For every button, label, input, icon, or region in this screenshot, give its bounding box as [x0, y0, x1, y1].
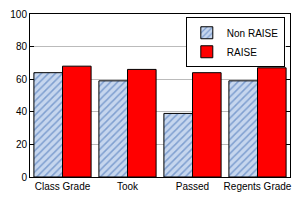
svg-text:100: 100 — [10, 9, 27, 20]
svg-text:Class Grade: Class Grade — [35, 181, 91, 192]
svg-text:Regents Grade: Regents Grade — [224, 181, 292, 192]
svg-text:0: 0 — [21, 172, 27, 183]
svg-text:80: 80 — [16, 41, 28, 52]
svg-text:Passed: Passed — [176, 181, 209, 192]
svg-text:20: 20 — [16, 139, 28, 150]
svg-text:60: 60 — [16, 74, 28, 85]
svg-text:RAISE: RAISE — [227, 47, 257, 58]
svg-text:Non RAISE: Non RAISE — [227, 28, 278, 39]
svg-text:Took: Took — [117, 181, 139, 192]
svg-text:40: 40 — [16, 106, 28, 117]
